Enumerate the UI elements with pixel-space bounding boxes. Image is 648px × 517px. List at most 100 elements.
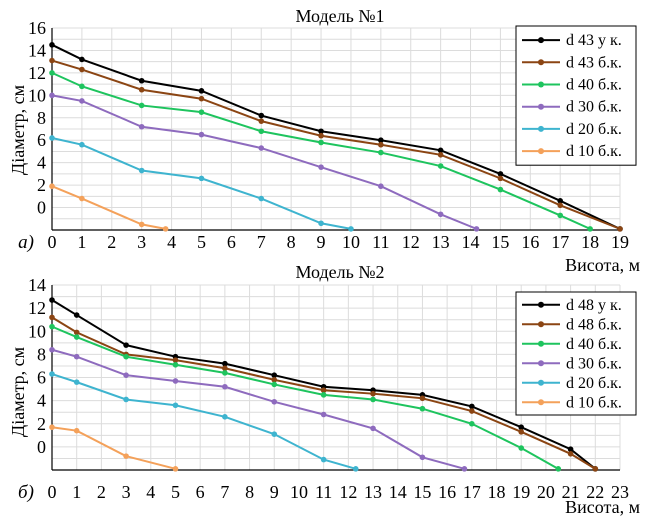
x-axis-label: Висота, м bbox=[565, 255, 640, 275]
data-point bbox=[497, 186, 504, 193]
data-point bbox=[73, 427, 80, 434]
legend-swatch-marker bbox=[538, 125, 544, 132]
y-tick-label: 10 bbox=[28, 85, 46, 105]
data-point bbox=[258, 195, 265, 202]
legend-box bbox=[515, 291, 637, 416]
data-point bbox=[617, 226, 623, 232]
x-tick-label: 17 bbox=[551, 232, 569, 252]
x-tick-label: 13 bbox=[432, 232, 450, 252]
legend-swatch-marker bbox=[538, 103, 544, 110]
legend-swatch-marker bbox=[538, 399, 544, 406]
data-point bbox=[49, 297, 55, 303]
data-point bbox=[79, 195, 85, 202]
data-point bbox=[497, 171, 504, 177]
y-tick-label: 6 bbox=[37, 368, 46, 388]
data-point bbox=[518, 424, 525, 431]
y-tick-label: 14 bbox=[28, 40, 46, 60]
data-point bbox=[555, 466, 562, 472]
series-line-4 bbox=[51, 348, 465, 470]
data-point bbox=[79, 98, 85, 104]
data-point bbox=[49, 371, 55, 377]
legend-swatch-marker bbox=[538, 148, 544, 155]
data-point bbox=[370, 396, 376, 403]
x-tick-label: 14 bbox=[389, 482, 407, 502]
data-point bbox=[138, 123, 145, 130]
x-tick-label: 10 bbox=[342, 232, 360, 252]
data-point bbox=[172, 361, 179, 368]
data-point bbox=[318, 139, 324, 146]
data-point bbox=[138, 86, 145, 93]
y-tick-label: 2 bbox=[37, 175, 46, 195]
x-tick-label: 3 bbox=[137, 232, 146, 252]
legend-swatch-marker bbox=[538, 37, 544, 44]
legend-entry: d 10 б.к. bbox=[566, 143, 622, 160]
legend-swatch-marker bbox=[538, 321, 544, 328]
data-point bbox=[271, 372, 278, 378]
chart-panel-1: 0 1 2 3 4 5 6 7 8 9 10 11 12 13 14 15 16 17 18 190246810121… bbox=[8, 6, 640, 275]
legend-entry: d 10 б.к. bbox=[566, 394, 622, 411]
data-point bbox=[198, 175, 205, 182]
data-point bbox=[469, 420, 475, 427]
data-point bbox=[320, 456, 327, 463]
x-tick-label: 0 bbox=[48, 232, 57, 252]
data-point bbox=[258, 112, 265, 119]
data-point bbox=[222, 370, 228, 376]
data-point bbox=[271, 377, 278, 383]
x-tick-label: 10 bbox=[290, 482, 308, 502]
data-point bbox=[123, 396, 129, 403]
x-tick-label: 15 bbox=[491, 232, 509, 252]
x-tick-label: 6 bbox=[227, 232, 236, 252]
y-axis-label: Діаметр, см bbox=[8, 347, 28, 437]
data-point bbox=[162, 226, 169, 232]
x-tick-label: 0 bbox=[48, 482, 57, 502]
data-point bbox=[73, 353, 80, 360]
data-point bbox=[79, 83, 85, 90]
legend-swatch-marker bbox=[538, 59, 544, 66]
data-point bbox=[198, 88, 205, 94]
data-point bbox=[198, 95, 205, 102]
data-point bbox=[222, 360, 228, 367]
y-tick-label: 16 bbox=[28, 18, 46, 38]
data-point bbox=[49, 70, 55, 76]
data-point bbox=[437, 163, 444, 169]
data-point bbox=[49, 183, 55, 190]
data-point bbox=[172, 378, 179, 384]
data-point bbox=[73, 334, 80, 340]
data-point bbox=[557, 198, 564, 204]
data-point bbox=[222, 383, 228, 390]
x-tick-label: 18 bbox=[488, 482, 506, 502]
data-point bbox=[437, 147, 444, 154]
x-tick-label: 5 bbox=[171, 482, 180, 502]
data-point bbox=[318, 164, 324, 170]
y-tick-label: 0 bbox=[37, 198, 46, 218]
data-point bbox=[592, 466, 599, 472]
data-point bbox=[437, 211, 444, 218]
y-tick-label: 4 bbox=[37, 391, 46, 411]
legend-entry: d 43 у к. bbox=[566, 32, 622, 49]
data-point bbox=[557, 202, 564, 209]
data-point bbox=[378, 141, 384, 148]
data-point bbox=[320, 392, 327, 398]
data-point bbox=[49, 92, 55, 99]
data-point bbox=[198, 109, 205, 115]
x-tick-label: 2 bbox=[97, 482, 106, 502]
x-tick-label: 11 bbox=[372, 232, 389, 252]
x-tick-label: 3 bbox=[122, 482, 131, 502]
data-point bbox=[79, 141, 85, 148]
x-tick-label: 1 bbox=[72, 482, 81, 502]
chart-title: Модель №1 bbox=[295, 6, 384, 26]
panel-label: a) bbox=[18, 232, 34, 253]
y-tick-label: 0 bbox=[37, 437, 46, 457]
x-tick-label: 9 bbox=[270, 482, 279, 502]
data-point bbox=[419, 405, 426, 412]
x-tick-label: 21 bbox=[562, 482, 580, 502]
x-tick-label: 4 bbox=[167, 232, 176, 252]
data-point bbox=[318, 220, 324, 227]
data-point bbox=[49, 314, 55, 321]
data-point bbox=[587, 226, 593, 232]
data-point bbox=[497, 175, 504, 182]
x-tick-label: 14 bbox=[462, 232, 480, 252]
x-tick-label: 18 bbox=[581, 232, 599, 252]
x-tick-label: 22 bbox=[586, 482, 604, 502]
x-tick-label: 15 bbox=[413, 482, 431, 502]
